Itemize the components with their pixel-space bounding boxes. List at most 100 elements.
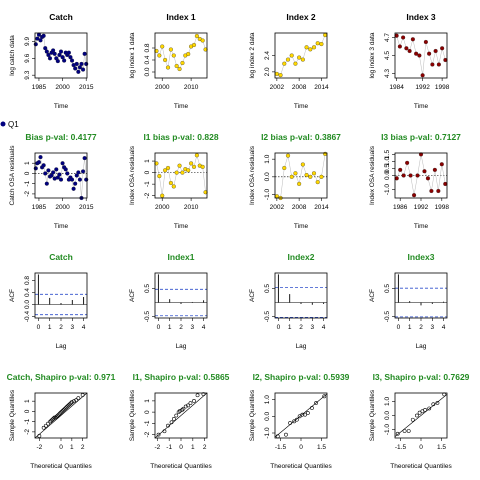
panel-title: I1 bias p-val: 0.828 [143,132,218,142]
data-point [440,46,445,51]
data-point [401,35,406,40]
x-tick-label: 1985 [32,204,47,211]
y-tick-label: 0.0 [264,411,271,420]
x-axis-label: Theoretical Quantiles [390,463,452,470]
data-point [46,52,51,57]
data-point [163,57,168,63]
y-tick-label: 2.4 [264,51,271,60]
data-point [189,161,194,166]
data-point [43,171,48,176]
data-point [425,176,430,181]
data-point [406,429,411,433]
data-point [166,423,170,428]
data-point [47,56,53,61]
data-point [54,167,59,172]
x-tick-label: 1 [70,444,74,451]
y-axis-label: ACF [9,289,16,302]
data-point [174,170,179,175]
data-point [168,47,173,52]
y-tick-label: -0.5 [144,311,151,323]
x-axis-label: Time [174,103,189,110]
panel-index1-residuals: I1 bias p-val: 0.828 2000 2010 -2 -1 0 1 Time In… [129,132,219,230]
data-point [160,193,165,198]
data-point [305,411,310,415]
y-tick-label: 0.8 [144,43,151,52]
data-point [33,166,38,171]
data-point [397,44,402,49]
data-point [79,61,84,66]
data-point [160,44,165,49]
panel-title: Index3 [408,252,435,262]
data-point [398,167,403,172]
panel-title: Catch [49,12,73,22]
y-tick-label: 0.5 [264,284,271,293]
data-point [156,432,161,437]
data-point [65,404,70,409]
x-tick-label: 0 [157,324,161,331]
x-tick-label: 1 [191,444,195,451]
data-point [77,65,82,70]
data-point [423,407,428,412]
data-point [431,402,436,407]
x-tick-label: 0 [397,324,401,331]
data-point [311,171,317,176]
data-point [165,165,171,171]
data-point [35,36,40,41]
data-point [181,406,186,411]
y-axis-label: log index 2 data [249,32,256,78]
data-point [412,193,417,198]
y-tick-label: 0 [144,410,151,414]
y-axis-label: Sample Quantiles [129,389,136,441]
data-point [41,33,46,38]
x-tick-label: 2 [81,444,85,451]
data-point [74,398,79,403]
data-point [274,71,279,76]
data-point [177,409,182,413]
data-point [278,73,283,78]
data-point [169,420,174,425]
panel-index2-acf: Index2 0 1 2 3 4 -0.5 0.5 Lag ACF [249,252,328,350]
x-tick-label: 1 [288,324,292,331]
x-tick-label: 3 [190,324,194,331]
data-point [60,161,65,166]
y-tick-label: -2 [144,192,151,198]
y-axis-label: Sample Quantiles [9,389,16,441]
x-tick-label: 0 [419,444,423,451]
data-point [176,410,181,415]
x-tick-label: 3 [70,324,74,331]
x-tick-label: 1992 [414,204,429,211]
data-point [402,429,407,433]
y-axis-label: Index OSA residuals [249,145,256,205]
x-axis-label: Lag [56,343,67,350]
y-axis-label: Catch OSA residuals [9,145,16,206]
x-tick-label: 4 [82,324,86,331]
x-tick-label: 0 [277,324,281,331]
x-axis-label: Theoretical Quantiles [30,463,92,470]
panel-index2-series: Index 2 2002 2008 2014 2.0 2.4 Time log index 2… [249,12,329,110]
x-tick-label: 2000 [155,204,170,211]
legend: Q1 [0,120,19,129]
y-tick-label: -1 [144,420,151,426]
x-tick-label: 0 [37,324,41,331]
y-tick-label: 0.4 [144,55,151,64]
data-point [84,61,89,66]
data-point [76,396,81,401]
y-tick-label: 0 [144,170,151,174]
data-point [154,161,159,166]
y-tick-label: 2.0 [264,67,271,76]
data-point [46,421,50,426]
data-point [395,431,400,436]
x-tick-label: 4 [322,324,326,331]
x-tick-label: 2000 [55,204,70,211]
data-point [300,57,305,62]
data-point [180,170,185,175]
data-point [203,47,208,52]
data-point [55,59,60,64]
data-point [68,401,73,406]
data-point [71,186,76,191]
data-point [311,45,317,50]
x-tick-label: 3 [310,324,314,331]
data-point [433,48,438,54]
data-point [407,48,412,54]
y-axis-label: Sample Quantiles [249,389,256,441]
